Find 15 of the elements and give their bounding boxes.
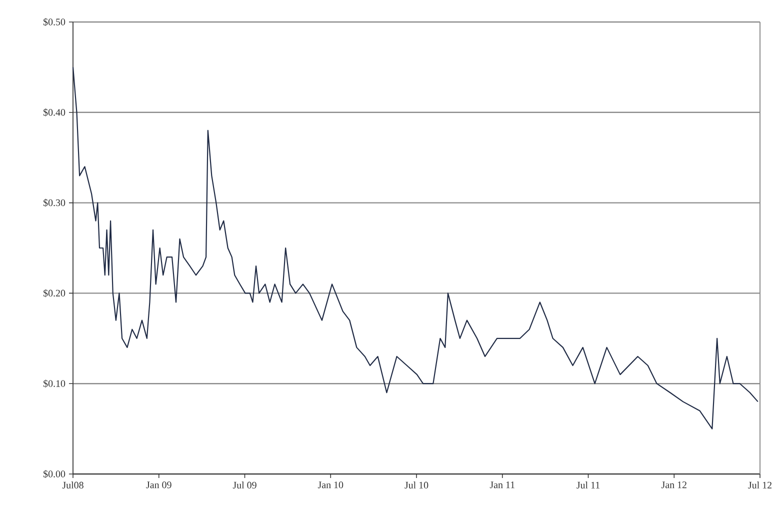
x-tick-label: Jan 12 xyxy=(661,482,686,488)
x-tick-label: Jul08 xyxy=(62,482,84,489)
y-tick-label: $0.50 xyxy=(43,18,66,26)
x-tick-label: Jul 10 xyxy=(404,482,428,489)
y-tick-label: $0.10 xyxy=(43,380,66,388)
y-tick-label: $0.20 xyxy=(43,289,66,298)
x-tick-label: Jul 09 xyxy=(232,482,256,489)
x-tick-label: Jan 11 xyxy=(490,482,514,488)
y-tick-label: $0.00 xyxy=(43,470,66,478)
y-tick-label: $0.30 xyxy=(43,198,66,207)
x-tick-label: Jul 11 xyxy=(576,482,600,489)
y-tick-label: $0.40 xyxy=(43,108,66,116)
x-tick-label: Jul 12 xyxy=(748,482,772,489)
x-tick-label: Jan 09 xyxy=(146,482,172,488)
x-tick-label: Jan 10 xyxy=(318,482,344,488)
